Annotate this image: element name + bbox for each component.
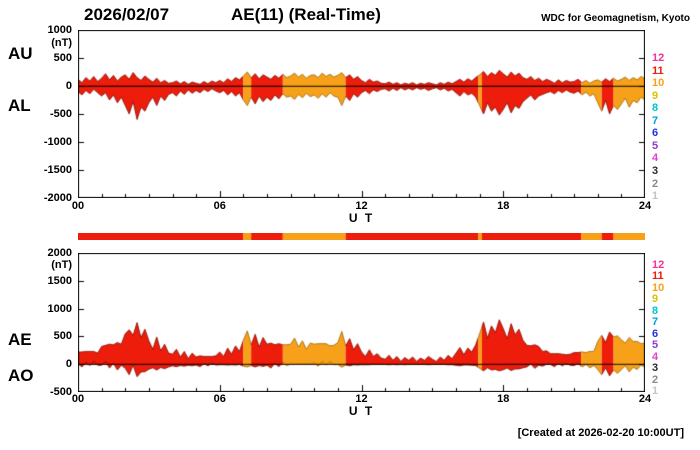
legend-station-count-6: 6 bbox=[652, 327, 659, 340]
y-tick-label: 500 bbox=[53, 52, 72, 64]
legend-station-count-9: 9 bbox=[652, 89, 659, 102]
x-tick-label: 00 bbox=[71, 200, 85, 212]
x-tick-label: 06 bbox=[213, 393, 226, 405]
legend-station-count-7: 7 bbox=[652, 114, 659, 127]
y-axis-unit-bottom: (nT) bbox=[51, 259, 72, 271]
legend-station-count-6: 6 bbox=[652, 127, 659, 140]
y-tick-label: -2000 bbox=[43, 192, 72, 204]
x-tick-label: 18 bbox=[497, 200, 510, 212]
y-axis-unit-top: (nT) bbox=[51, 37, 72, 49]
y-tick-label: 1000 bbox=[47, 302, 72, 315]
legend-station-count-5: 5 bbox=[652, 139, 659, 152]
legend-station-count-9: 9 bbox=[652, 293, 659, 306]
series-label-ae: AE bbox=[8, 330, 32, 349]
legend-station-count-3: 3 bbox=[652, 362, 659, 375]
x-tick-label: 24 bbox=[638, 200, 652, 212]
y-tick-label: 1000 bbox=[47, 24, 72, 36]
series-label-au: AU bbox=[8, 44, 33, 63]
y-tick-label: -500 bbox=[49, 386, 72, 398]
x-tick-label: 00 bbox=[71, 393, 85, 405]
plot-title: AE(11) (Real-Time) bbox=[231, 5, 381, 24]
x-tick-label: 18 bbox=[497, 393, 510, 405]
legend-station-count-3: 3 bbox=[652, 164, 659, 177]
legend-station-count-10: 10 bbox=[652, 281, 665, 294]
legend-station-count-8: 8 bbox=[652, 304, 659, 317]
y-axis-tick-labels: 1000 500 0 -500 -1000 -1500 -2000 2000 1500 1000 5… bbox=[24, 0, 72, 450]
au-al-area-chart bbox=[78, 30, 645, 198]
y-tick-label: 1500 bbox=[47, 274, 72, 287]
y-tick-label: -500 bbox=[49, 108, 72, 120]
y-tick-label: 500 bbox=[53, 330, 72, 343]
legend-station-count-4: 4 bbox=[652, 152, 659, 165]
legend-station-count-2: 2 bbox=[652, 177, 659, 190]
y-tick-label: 0 bbox=[65, 358, 72, 371]
legend-station-count-2: 2 bbox=[652, 373, 659, 386]
y-tick-label: 0 bbox=[65, 80, 72, 92]
y-tick-label: -1500 bbox=[43, 164, 72, 176]
series-label-al: AL bbox=[8, 96, 31, 115]
data-source: WDC for Geomagnetism, Kyoto bbox=[541, 13, 690, 24]
ae-ao-area-chart bbox=[78, 253, 645, 392]
y-tick-label: -1000 bbox=[43, 136, 72, 148]
legend-station-count-8: 8 bbox=[652, 102, 659, 115]
legend-station-count-4: 4 bbox=[652, 350, 659, 363]
series-label-ao: AO bbox=[8, 366, 34, 385]
legend-station-count-11: 11 bbox=[652, 270, 664, 283]
x-tick-label: 12 bbox=[355, 393, 368, 405]
x-tick-label: 24 bbox=[638, 393, 652, 405]
legend-station-count-1: 1 bbox=[652, 190, 659, 203]
x-axis-label-top: U T bbox=[348, 211, 375, 225]
created-timestamp: [Created at 2026-02-20 10:00UT] bbox=[517, 427, 684, 439]
legend-station-count-10: 10 bbox=[652, 77, 665, 90]
legend-station-count-12: 12 bbox=[652, 259, 665, 271]
x-axis-label-bottom: U T bbox=[348, 404, 375, 418]
legend-station-count-5: 5 bbox=[652, 339, 659, 352]
x-tick-label: 12 bbox=[355, 200, 368, 212]
station-count-bar bbox=[78, 233, 645, 240]
legend-station-count-12: 12 bbox=[652, 52, 665, 64]
y-tick-label: 2000 bbox=[47, 247, 72, 259]
x-tick-label: 06 bbox=[213, 200, 226, 212]
legend-station-count-11: 11 bbox=[652, 64, 664, 77]
legend-station-count-7: 7 bbox=[652, 316, 659, 329]
legend-station-count-1: 1 bbox=[652, 384, 659, 397]
plot-date: 2026/02/07 bbox=[84, 5, 170, 24]
